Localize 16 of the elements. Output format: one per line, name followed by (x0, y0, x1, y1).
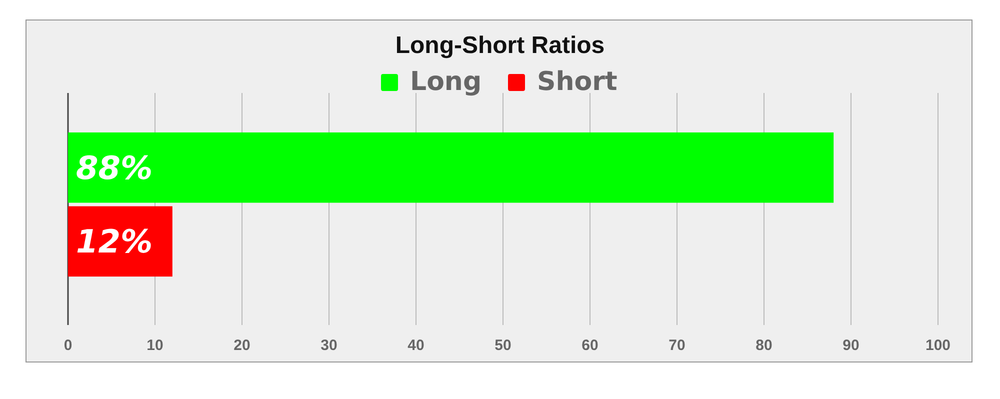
x-tick-label: 90 (842, 337, 860, 354)
x-tick-label: 20 (234, 337, 250, 354)
x-tick-label: 70 (668, 337, 686, 354)
x-tick-label: 40 (408, 337, 424, 354)
x-tick-label: 0 (64, 337, 72, 354)
data-label: 12% (76, 222, 153, 261)
x-tick-label: 80 (756, 337, 772, 354)
legend-label: Long (410, 67, 482, 97)
x-tick-label: 100 (925, 337, 951, 354)
x-tick-label: 50 (494, 337, 512, 354)
data-label: 88% (76, 148, 153, 187)
x-tick-label: 10 (146, 337, 164, 354)
legend-label: Short (537, 67, 618, 97)
x-tick-label: 60 (582, 337, 598, 354)
x-tick-label: 30 (320, 337, 338, 354)
chart-title: Long-Short Ratios (395, 32, 605, 59)
